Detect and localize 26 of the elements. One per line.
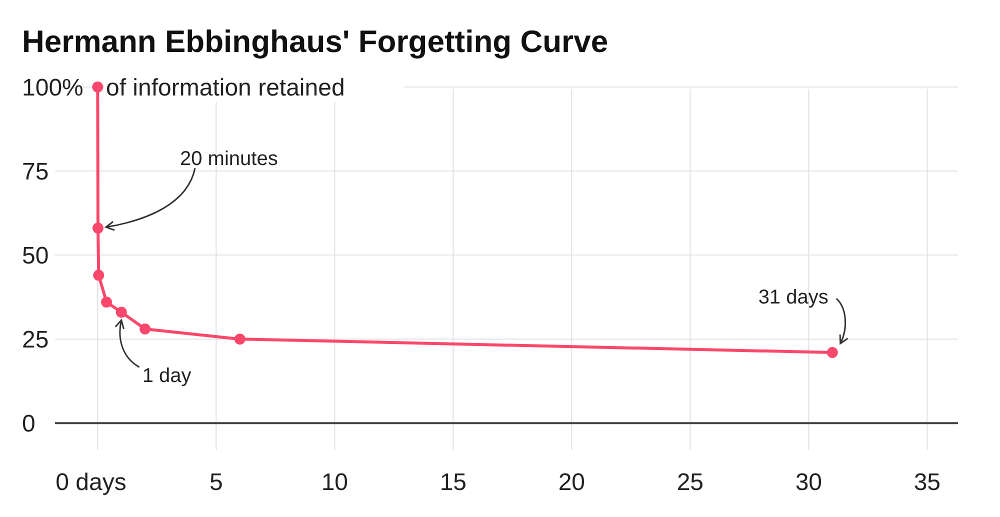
x-tick-label: 10 (321, 469, 348, 496)
x-tick-label: 0 days (56, 469, 126, 496)
x-tick-label: 5 (209, 469, 223, 496)
point (116, 306, 127, 318)
y-axis-title: of information retained (106, 74, 345, 102)
annotation: 20 minutes (180, 148, 278, 170)
x-tick-label: 30 (795, 469, 822, 496)
y-tick-label: 100% (22, 74, 84, 102)
point (826, 347, 838, 358)
y-tick-label: 0 (22, 410, 36, 438)
point (93, 270, 104, 281)
y-tick-label: 50 (22, 242, 49, 270)
chart-title: Hermann Ebbinghaus' Forgetting Curve (22, 24, 608, 59)
point (92, 82, 104, 92)
x-tick-label: 35 (914, 469, 941, 496)
x-tick-label: 15 (440, 469, 467, 496)
x-tick-label: 25 (676, 469, 704, 496)
annotation: 1 day (142, 365, 192, 388)
y-tick-label: 75 (22, 158, 49, 186)
x-tick-label: 20 (558, 469, 586, 496)
point (101, 296, 112, 308)
y-tick-label: 25 (22, 326, 49, 354)
point (92, 222, 104, 234)
point (140, 324, 151, 334)
annotation: 31 days (758, 286, 828, 309)
point (234, 334, 246, 345)
